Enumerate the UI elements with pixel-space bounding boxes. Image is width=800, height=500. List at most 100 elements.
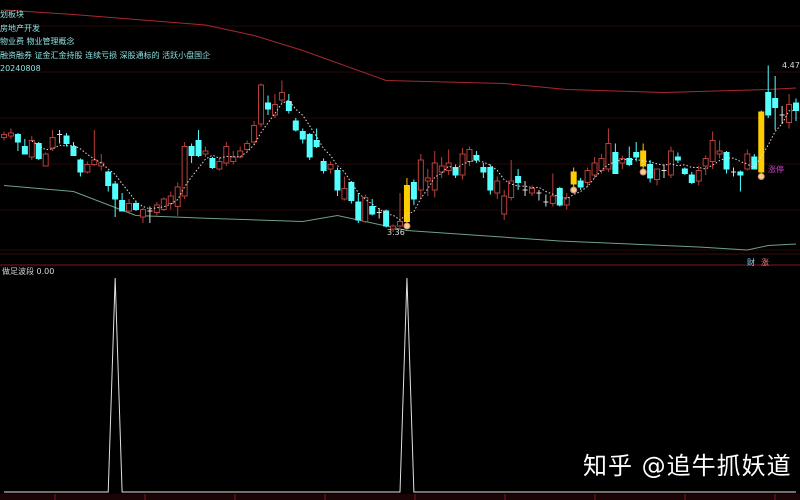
candle-up — [424, 177, 431, 182]
candle-limit-up — [403, 185, 410, 222]
candle-up — [709, 140, 716, 162]
candle-down — [765, 92, 772, 116]
candle-down — [577, 180, 584, 188]
candle-up — [529, 188, 535, 194]
candle-up — [244, 143, 251, 150]
candle-up — [598, 158, 605, 171]
candle-up — [139, 209, 146, 218]
candle-up — [501, 195, 508, 215]
candle-up — [591, 162, 598, 176]
candle-down — [285, 101, 292, 111]
candle-down — [487, 167, 494, 191]
candle-up — [167, 195, 174, 204]
coin-icon — [639, 168, 647, 176]
candle-up — [153, 204, 160, 213]
candle-down — [265, 102, 271, 110]
candle-down — [626, 158, 633, 165]
candle-up — [126, 203, 133, 212]
candle-up — [84, 164, 91, 173]
info-line-concept: 物业费 物业管理概念 — [0, 37, 75, 46]
candle-up — [466, 149, 473, 162]
candle-down — [612, 152, 619, 174]
candle-down — [14, 134, 21, 143]
info-line-sector: 划板块 — [0, 10, 24, 19]
watermark: 知乎 @追牛抓妖道 — [583, 452, 792, 480]
candle-down — [299, 131, 306, 140]
candle-up — [390, 225, 397, 230]
candle-up — [181, 146, 188, 197]
candle-up — [237, 150, 244, 158]
candle-down — [35, 143, 42, 159]
candle-up — [549, 195, 556, 204]
candle-up — [397, 221, 403, 227]
candle-up — [223, 146, 230, 164]
candle-down — [515, 176, 522, 183]
candle-down — [723, 152, 730, 170]
long-ma-line — [3, 9, 797, 94]
candle-down — [737, 171, 744, 176]
candle-up — [584, 170, 591, 183]
candle-down — [633, 152, 640, 158]
candle-up — [702, 158, 709, 167]
candle-up — [667, 150, 674, 176]
candle-up — [278, 92, 285, 101]
coin-icon — [757, 173, 765, 180]
tag-finance[interactable]: 财 — [747, 258, 755, 267]
candle-up — [494, 180, 501, 194]
candle-up — [508, 180, 515, 198]
candle-down — [410, 182, 417, 200]
candle-down — [133, 203, 139, 210]
candle-up — [654, 168, 661, 180]
coin-icon — [403, 222, 411, 230]
candle-down — [681, 168, 688, 174]
candle-down — [112, 183, 119, 200]
candle-up — [417, 159, 424, 191]
candle-up — [431, 162, 438, 191]
candle-up — [7, 132, 14, 137]
candle-up — [327, 164, 334, 170]
candle-down — [793, 102, 799, 111]
candle-down — [306, 134, 313, 158]
time-axis — [0, 494, 800, 500]
candle-down — [480, 167, 487, 173]
candle-up — [605, 143, 612, 170]
candle-up — [744, 153, 751, 170]
candle-down — [452, 167, 459, 176]
info-line-tags: 融资融券 证金汇金持股 连续亏损 深股通标的 活跃小盘国企 — [0, 51, 211, 60]
candle-up — [362, 197, 369, 222]
candle-limit-up — [570, 171, 577, 185]
candle-up — [786, 104, 793, 123]
candle-down — [473, 155, 480, 161]
candle-down — [77, 159, 84, 173]
candle-up — [1, 134, 7, 138]
candle-down — [688, 174, 695, 183]
candle-down — [383, 210, 390, 227]
candle-up — [91, 159, 98, 165]
candle-up — [563, 197, 570, 206]
candle-down — [119, 200, 126, 212]
candle-limit-up — [640, 150, 647, 167]
candle-up — [42, 153, 49, 167]
info-line-date: 20240808 — [0, 64, 41, 73]
tag-limit[interactable]: 涨 — [761, 258, 769, 267]
candle-up — [258, 84, 265, 125]
candle-up — [341, 188, 348, 200]
candle-down — [292, 120, 299, 131]
candle-up — [49, 137, 56, 149]
candle-up — [202, 150, 209, 155]
candle-limit-up — [758, 111, 765, 173]
candle-down — [674, 156, 681, 161]
candle-up — [271, 104, 278, 116]
candle-up — [216, 161, 223, 170]
candle-down — [188, 146, 195, 156]
green-ma-line — [3, 185, 797, 251]
candle-down — [647, 164, 654, 179]
candle-down — [209, 158, 216, 168]
coin-icon — [570, 186, 578, 194]
indicator-label: 做足波段 0.00 — [2, 267, 55, 276]
candle-down — [21, 146, 28, 155]
candle-down — [751, 156, 758, 170]
indicator-line — [4, 277, 796, 493]
